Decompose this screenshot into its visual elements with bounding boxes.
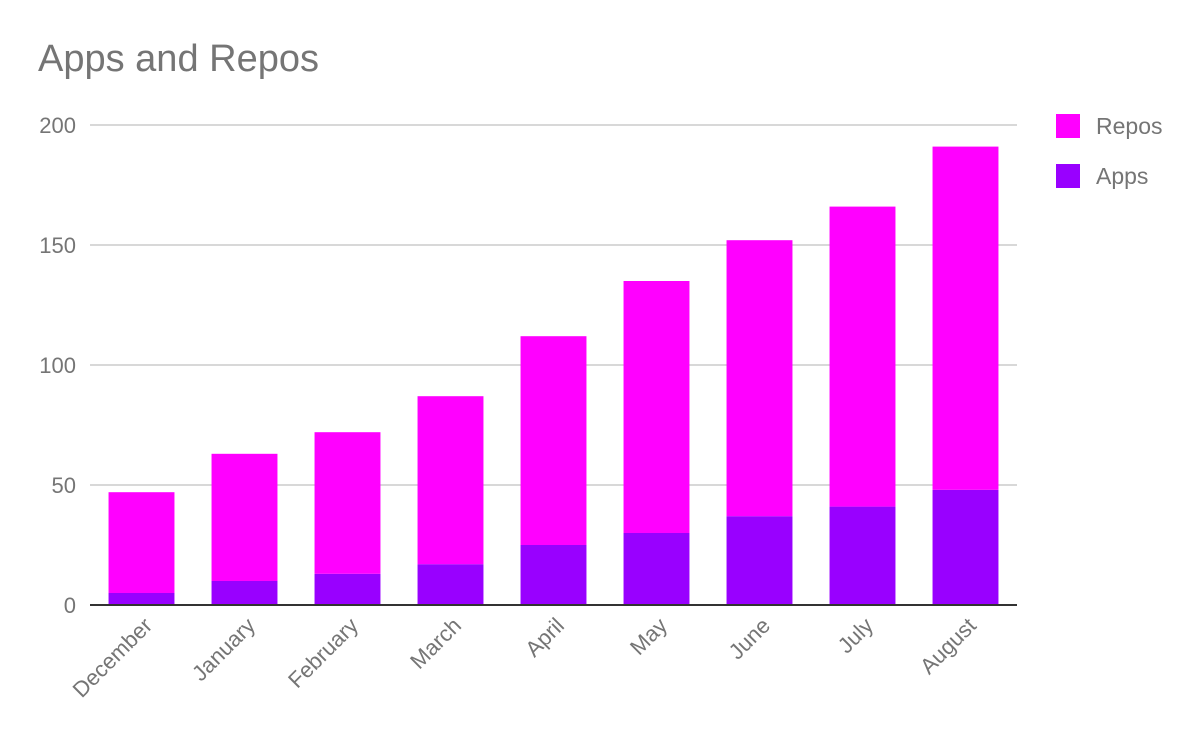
bar-apps-june xyxy=(726,516,793,605)
bar-apps-august xyxy=(932,489,999,605)
y-tick-label: 200 xyxy=(39,113,76,138)
bar-apps-may xyxy=(623,533,690,605)
bar-apps-july xyxy=(829,506,896,605)
x-tick-label: May xyxy=(625,613,672,660)
y-tick-label: 0 xyxy=(64,593,76,618)
x-tick-label: December xyxy=(68,613,157,702)
legend-swatch-apps xyxy=(1056,164,1080,188)
bar-apps-december xyxy=(108,593,175,605)
bar-repos-april xyxy=(520,336,587,545)
bar-repos-march xyxy=(417,396,484,565)
y-tick-label: 50 xyxy=(52,473,76,498)
x-tick-label: July xyxy=(833,613,878,658)
x-tick-label: June xyxy=(724,613,775,664)
x-tick-label: April xyxy=(520,613,569,662)
bar-apps-april xyxy=(520,545,587,605)
bar-repos-august xyxy=(932,146,999,490)
legend-label-apps: Apps xyxy=(1096,163,1148,189)
legend: Repos Apps xyxy=(1056,113,1162,189)
bars xyxy=(108,146,999,605)
x-tick-label: August xyxy=(915,613,981,679)
y-tick-label: 150 xyxy=(39,233,76,258)
bar-repos-may xyxy=(623,281,690,533)
bar-apps-february xyxy=(314,573,381,605)
x-tick-label: February xyxy=(283,613,363,693)
bar-repos-december xyxy=(108,492,175,593)
bar-apps-march xyxy=(417,564,484,605)
chart-title: Apps and Repos xyxy=(38,38,319,80)
legend-label-repos: Repos xyxy=(1096,113,1162,139)
y-tick-label: 100 xyxy=(39,353,76,378)
x-tick-label: March xyxy=(405,613,466,674)
bar-repos-february xyxy=(314,432,381,574)
bar-apps-january xyxy=(211,581,278,605)
x-tick-label: January xyxy=(187,613,260,686)
legend-swatch-repos xyxy=(1056,114,1080,138)
bar-repos-january xyxy=(211,453,278,581)
bar-repos-july xyxy=(829,206,896,507)
bar-repos-june xyxy=(726,240,793,517)
